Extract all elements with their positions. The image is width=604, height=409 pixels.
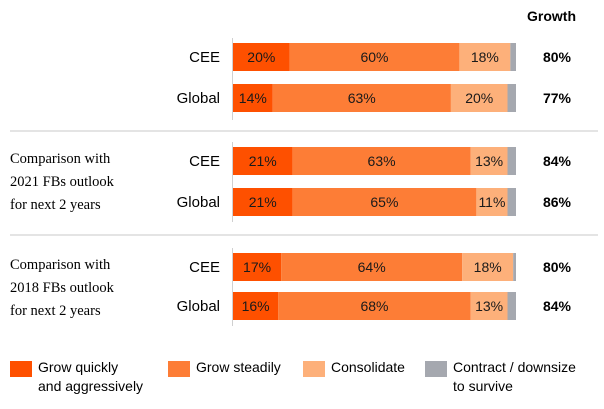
legend: Grow quickly and aggressively Grow stead…: [0, 358, 604, 404]
bar-segment: [233, 43, 290, 71]
growth-value: 84%: [543, 153, 572, 169]
data-label: 16%: [242, 298, 270, 314]
legend-swatch-grow-steadily: [168, 361, 190, 377]
stacked-bar-chart: CEE 20% 60% 18% 80% Global 14% 63% 20% 77% CEE 21% 6…: [10, 38, 598, 326]
data-label: 63%: [368, 153, 396, 169]
data-label: 63%: [348, 90, 376, 106]
bar-segment: [233, 292, 279, 320]
bar-segment: [233, 84, 273, 112]
legend-swatch-consolidate: [303, 361, 325, 377]
bar-segment: [233, 188, 293, 216]
legend-item-contract: Contract / downsize to survive: [425, 358, 576, 396]
data-label: 11%: [478, 194, 505, 210]
bar-segment: [470, 292, 508, 320]
bar-segment: [507, 147, 516, 175]
bar-segment: [513, 253, 516, 281]
bar-segment: [233, 253, 282, 281]
data-label: 65%: [370, 194, 398, 210]
legend-item-grow-steadily: Grow steadily: [168, 358, 281, 377]
data-label: 60%: [360, 49, 388, 65]
legend-label: Consolidate: [331, 359, 405, 375]
bar-segment: [292, 147, 471, 175]
legend-swatch-contract: [425, 361, 447, 377]
legend-swatch-grow-quickly: [10, 361, 32, 377]
bar-segment: [281, 253, 463, 281]
legend-label: Contract / downsize to survive: [453, 359, 576, 394]
growth-value: 86%: [543, 194, 572, 210]
group-label-2018-comparison: Comparison with 2018 FBs outlook for nex…: [10, 257, 114, 319]
data-label: 20%: [247, 49, 275, 65]
bar-segment: [462, 253, 514, 281]
legend-label: Grow quickly and aggressively: [38, 359, 144, 394]
data-label: 17%: [243, 259, 271, 275]
bar-segment: [476, 188, 508, 216]
category-label: Global: [177, 194, 220, 211]
growth-column-header: Growth: [527, 8, 576, 24]
group-label-2021-comparison: Comparison with 2021 FBs outlook for nex…: [10, 151, 114, 213]
category-label: CEE: [189, 49, 220, 66]
bar-segment: [292, 188, 477, 216]
bar-segment: [470, 147, 508, 175]
legend-item-grow-quickly: Grow quickly and aggressively: [10, 358, 143, 396]
category-label: CEE: [189, 153, 220, 170]
bar-segment: [450, 84, 508, 112]
data-label: 68%: [360, 298, 388, 314]
bar-segment: [233, 147, 293, 175]
bar-segment: [272, 84, 451, 112]
bar-segment: [507, 84, 516, 112]
data-label: 18%: [474, 259, 502, 275]
data-label: 13%: [475, 153, 503, 169]
category-label: Global: [177, 298, 220, 315]
category-label: CEE: [189, 259, 220, 276]
bar-segment: [507, 292, 516, 320]
category-label: Global: [177, 90, 220, 107]
bar-segment: [289, 43, 460, 71]
growth-value: 77%: [543, 90, 572, 106]
data-label: 13%: [475, 298, 503, 314]
bar-segment: [459, 43, 511, 71]
data-label: 21%: [249, 153, 277, 169]
growth-value: 84%: [543, 298, 572, 314]
bar-segment: [278, 292, 471, 320]
data-label: 20%: [465, 90, 493, 106]
growth-value: 80%: [543, 49, 572, 65]
data-label: 64%: [358, 259, 386, 275]
data-label: 21%: [249, 194, 277, 210]
legend-item-consolidate: Consolidate: [303, 358, 405, 377]
legend-label: Grow steadily: [196, 359, 281, 375]
growth-value: 80%: [543, 259, 572, 275]
bar-segment: [510, 43, 516, 71]
bar-segment: [507, 188, 516, 216]
data-label: 18%: [471, 49, 499, 65]
data-label: 14%: [239, 90, 267, 106]
